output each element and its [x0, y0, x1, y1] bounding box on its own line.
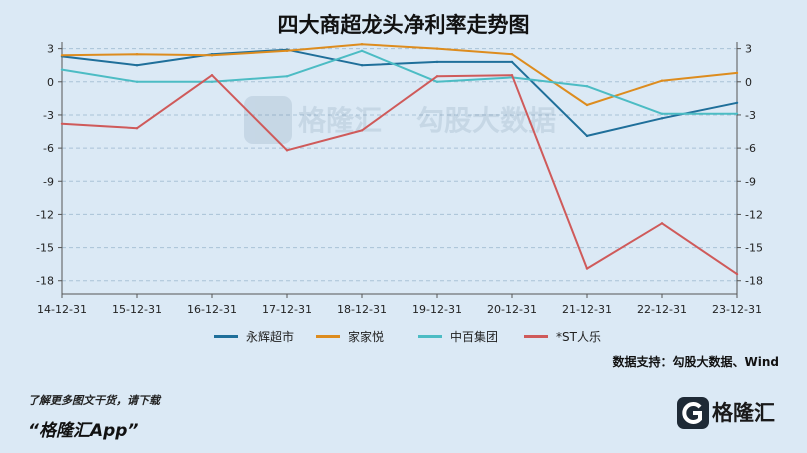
data-point: [510, 52, 514, 56]
y-tick-label-right: 0: [745, 76, 752, 89]
y-tick-label-left: -9: [43, 175, 54, 188]
watermark-text: 格隆汇: [298, 104, 382, 137]
legend-item: 家家悦: [316, 328, 384, 345]
x-tick-label: 18-12-31: [337, 303, 387, 316]
data-point: [360, 43, 364, 46]
watermark-logo-icon: [244, 96, 292, 144]
series-line-0: [61, 48, 738, 137]
data-point: [285, 149, 289, 152]
data-point: [360, 129, 364, 132]
legend-label: 中百集团: [450, 330, 499, 344]
y-tick-label-left: -6: [43, 142, 54, 155]
data-point: [435, 60, 439, 64]
data-point: [135, 127, 139, 130]
data-point: [435, 80, 439, 83]
gridlines: [62, 48, 737, 282]
y-tick-label-left: 3: [47, 43, 54, 56]
data-point: [585, 134, 589, 138]
y-tick-label-left: 0: [47, 76, 54, 89]
data-point: [210, 73, 214, 77]
series-line-1: [61, 43, 738, 106]
data-point: [60, 122, 64, 125]
data-point: [285, 49, 289, 53]
y-tick-label-right: -6: [745, 142, 756, 155]
data-point: [135, 64, 139, 67]
legend-item: 中百集团: [418, 328, 498, 345]
y-tick-label-left: -3: [43, 109, 54, 122]
data-point: [360, 64, 364, 67]
chart-title: 四大商超龙头净利率走势图: [277, 13, 530, 37]
y-tick-label-right: -12: [745, 208, 763, 221]
x-tick-label: 15-12-31: [112, 303, 162, 316]
legend-label: *ST人乐: [556, 330, 601, 344]
data-point: [210, 54, 214, 57]
line-chart: 格隆汇 勾股大数据 3 0 -3 -6 -9 -12 -15 -18 3 0 -3 -6 -9 -12 -…: [36, 42, 763, 316]
source-note: 数据支持：勾股大数据、Wind: [612, 355, 779, 369]
series-line-2: [61, 49, 737, 115]
data-point: [585, 103, 589, 107]
brand-logo-icon: [677, 397, 709, 429]
x-tick-label: 20-12-31: [487, 303, 537, 316]
data-point: [435, 75, 439, 78]
data-point: [510, 60, 514, 64]
legend-swatch: [316, 335, 340, 338]
y-tick-label-right: -15: [745, 242, 763, 255]
legend: 永辉超市 家家悦 中百集团 *ST人乐: [0, 328, 807, 348]
data-point: [735, 272, 739, 276]
data-point: [135, 52, 139, 56]
data-point: [60, 54, 64, 57]
x-tick-label: 14-12-31: [37, 303, 87, 316]
y-tick-label-right: -18: [745, 275, 763, 288]
y-tick-label-left: -15: [36, 242, 54, 255]
y-ticks-right: 3 0 -3 -6 -9 -12 -15 -18: [737, 43, 763, 288]
brand-logo-text: 格隆汇: [712, 401, 775, 425]
footer-app-name: “格隆汇App”: [28, 421, 139, 441]
series-lines: [60, 43, 739, 276]
data-point: [60, 68, 64, 71]
y-tick-label-left: -12: [36, 208, 54, 221]
data-point: [585, 267, 589, 270]
watermark-text-2: 勾股大数据: [416, 104, 556, 137]
data-point: [210, 80, 214, 83]
x-ticks: 14-12-31 15-12-31 16-12-31 17-12-31 18-12-31…: [37, 294, 762, 316]
x-tick-label: 19-12-31: [412, 303, 462, 316]
data-point: [660, 79, 664, 82]
brand-logo: 格隆汇: [676, 394, 796, 446]
data-point: [510, 73, 514, 77]
legend-swatch: [214, 335, 238, 338]
watermark: 格隆汇 勾股大数据: [244, 96, 556, 144]
y-tick-label-right: -3: [745, 109, 756, 122]
y-tick-label-right: -9: [745, 175, 756, 188]
y-tick-label-right: 3: [745, 43, 752, 56]
x-tick-label: 23-12-31: [712, 303, 762, 316]
data-point: [735, 112, 739, 116]
axes: [61, 42, 738, 295]
legend-label: 家家悦: [348, 330, 385, 344]
data-point: [135, 80, 139, 83]
legend-swatch: [418, 335, 442, 338]
data-point: [285, 75, 289, 78]
legend-swatch: [524, 335, 548, 338]
legend-item: *ST人乐: [524, 328, 601, 345]
x-tick-label: 16-12-31: [187, 303, 237, 316]
data-point: [435, 47, 439, 50]
legend-item: 永辉超市: [214, 328, 294, 345]
data-point: [360, 49, 364, 53]
series-line-3: [61, 74, 738, 275]
data-point: [660, 112, 664, 116]
data-point: [660, 117, 664, 120]
data-point: [660, 222, 664, 225]
y-ticks-left: 3 0 -3 -6 -9 -12 -15 -18: [36, 43, 62, 288]
data-point: [735, 101, 739, 104]
data-point: [735, 71, 739, 75]
x-tick-label: 17-12-31: [262, 303, 312, 316]
x-tick-label: 21-12-31: [562, 303, 612, 316]
data-point: [585, 85, 589, 88]
x-tick-label: 22-12-31: [637, 303, 687, 316]
footer-promo-text: 了解更多图文干货，请下载: [28, 394, 160, 407]
y-tick-label-left: -18: [36, 275, 54, 288]
legend-label: 永辉超市: [246, 330, 295, 344]
